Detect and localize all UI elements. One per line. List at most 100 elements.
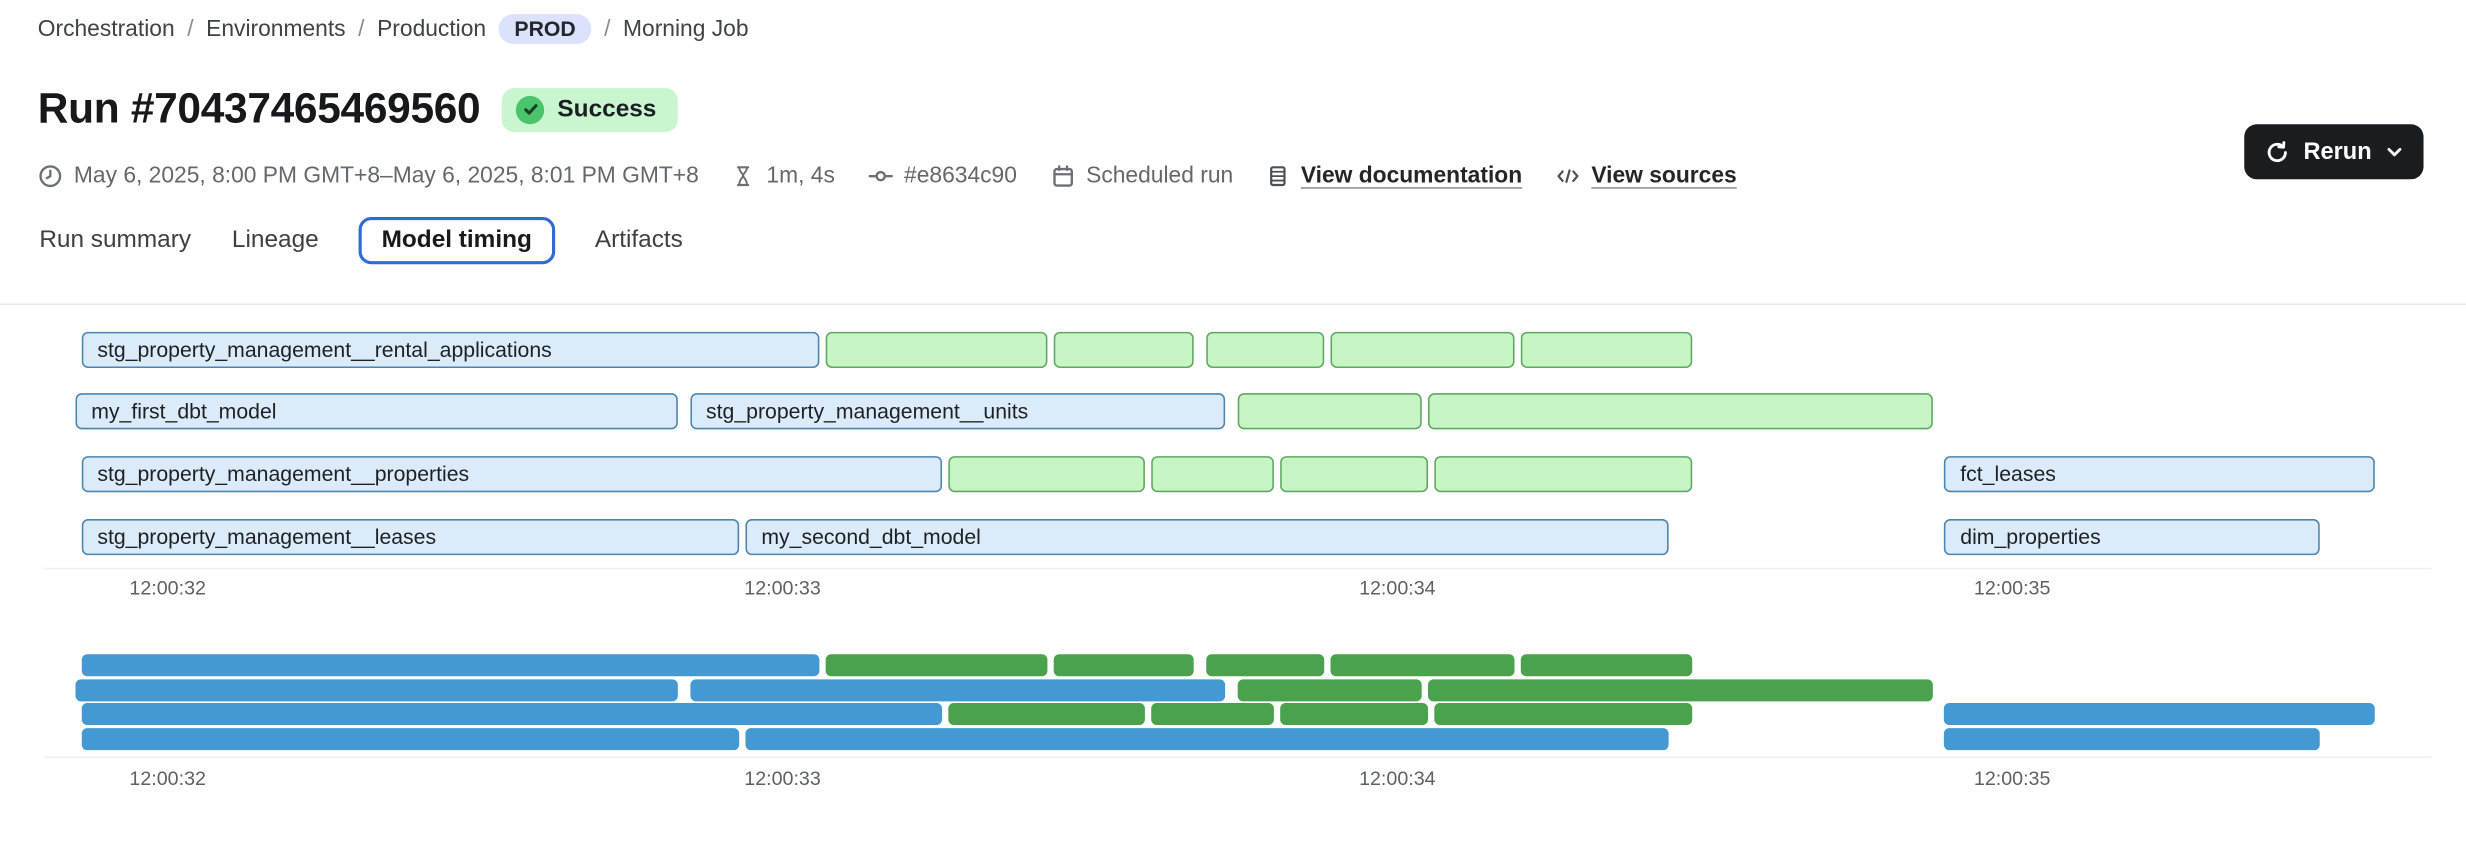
gantt-bar[interactable] — [1434, 456, 1693, 493]
gantt-bar-my_first_dbt_model[interactable]: my_first_dbt_model — [75, 393, 679, 430]
code-icon — [1557, 169, 1579, 183]
time-tick-label: 12:00:34 — [1359, 767, 1436, 790]
view-documentation[interactable]: View documentation — [1266, 164, 1522, 189]
tab-model-timing[interactable]: Model timing — [358, 217, 556, 265]
gantt-bar[interactable] — [1237, 393, 1422, 430]
document-icon — [1270, 166, 1286, 187]
gantt-bar-fct_leases[interactable]: fct_leases — [1944, 456, 2375, 493]
gantt-bar-stg_property_management__properties[interactable]: stg_property_management__properties — [81, 456, 943, 493]
breadcrumb: Orchestration / Environments / Productio… — [37, 14, 749, 45]
trigger-text: Scheduled run — [1086, 163, 1234, 189]
gantt-row: stg_property_management__leases my_second… — [75, 518, 2381, 556]
gantt-bar[interactable] — [948, 456, 1146, 493]
calendar-icon — [1052, 165, 1073, 187]
chevron-down-icon — [2387, 147, 2402, 157]
minimap-bar[interactable] — [1520, 654, 1693, 677]
run-commit: #e8634c90 — [868, 164, 1017, 189]
gantt-bar-label: stg_property_management__rental_applicat… — [97, 338, 552, 362]
gantt-minimap[interactable] — [75, 0, 2381, 843]
breadcrumb-production[interactable]: Production — [377, 16, 487, 42]
time-tick-label: 12:00:34 — [1359, 577, 1436, 600]
gantt-row: stg_property_management__rental_applicat… — [75, 331, 2381, 369]
minimap-bar[interactable] — [75, 678, 679, 701]
minimap-bar[interactable] — [948, 702, 1146, 726]
gantt-axis-divider — [44, 567, 2432, 570]
gantt-bar-label: stg_property_management__units — [706, 399, 1029, 424]
time-tick-label: 12:00:35 — [1973, 577, 2051, 600]
tabs-divider — [0, 303, 2466, 306]
run-time-range: May 6, 2025, 8:00 PM GMT+8–May 6, 2025, … — [38, 164, 699, 189]
breadcrumb-environments[interactable]: Environments — [206, 16, 346, 42]
minimap-bar[interactable] — [1434, 702, 1693, 726]
breadcrumb-orchestration[interactable]: Orchestration — [37, 16, 175, 42]
minimap-bar[interactable] — [1329, 654, 1515, 677]
minimap-row — [75, 702, 2381, 726]
refresh-icon — [2267, 140, 2287, 162]
time-tick-label: 12:00:33 — [744, 767, 821, 790]
view-sources[interactable]: View sources — [1555, 164, 1737, 189]
gantt-bar-label: my_first_dbt_model — [91, 399, 277, 424]
minimap-bar[interactable] — [825, 654, 1047, 677]
gantt-bar-dim_properties[interactable]: dim_properties — [1944, 518, 2320, 556]
minimap-bar[interactable] — [1237, 678, 1422, 701]
gantt-time-axis: 12:00:32 12:00:33 12:00:34 12:00:35 — [75, 577, 2381, 602]
gantt-row: my_first_dbt_model stg_property_managemen… — [75, 393, 2381, 430]
minimap-bar[interactable] — [745, 727, 1668, 750]
gantt-bar-label: stg_property_management__properties — [97, 462, 470, 486]
breadcrumb-separator: / — [604, 16, 611, 42]
hourglass-icon — [737, 166, 750, 187]
view-sources-link[interactable]: View sources — [1591, 163, 1737, 189]
gantt-bar-stg_property_management__rental_applications[interactable]: stg_property_management__rental_applicat… — [81, 331, 820, 369]
gantt-bar-stg_property_management__units[interactable]: stg_property_management__units — [690, 393, 1226, 430]
status-label: Success — [557, 95, 657, 122]
tab-lineage[interactable]: Lineage — [231, 226, 319, 254]
minimap-bar[interactable] — [81, 654, 820, 677]
minimap-bar[interactable] — [1206, 654, 1324, 677]
minimap-bar[interactable] — [81, 702, 943, 726]
minimap-axis-divider — [44, 756, 2432, 759]
clock-icon — [39, 165, 62, 188]
gantt-row: stg_property_management__properties fct_l… — [75, 456, 2381, 493]
gantt-bar-label: my_second_dbt_model — [761, 525, 981, 549]
minimap-bar[interactable] — [1053, 654, 1195, 677]
run-duration: 1m, 4s — [732, 164, 835, 189]
gantt-bar[interactable] — [1053, 331, 1195, 369]
minimap-row — [75, 678, 2381, 701]
minimap-bar[interactable] — [1428, 678, 1933, 701]
rerun-label: Rerun — [2303, 138, 2372, 166]
gantt-bar-label: stg_property_management__leases — [97, 525, 437, 549]
gantt-bar-stg_property_management__leases[interactable]: stg_property_management__leases — [81, 518, 740, 556]
rerun-button[interactable]: Rerun — [2243, 124, 2424, 180]
gantt-bar-my_second_dbt_model[interactable]: my_second_dbt_model — [745, 518, 1668, 556]
minimap-bar[interactable] — [81, 727, 740, 750]
minimap-bar[interactable] — [1280, 702, 1429, 726]
minimap-time-axis: 12:00:32 12:00:33 12:00:34 12:00:35 — [75, 767, 2381, 792]
commit-text: #e8634c90 — [904, 163, 1017, 189]
minimap-bar[interactable] — [1944, 727, 2320, 750]
gantt-bar[interactable] — [1520, 331, 1693, 369]
tab-run-summary[interactable]: Run summary — [39, 226, 192, 254]
breadcrumb-morning-job[interactable]: Morning Job — [623, 16, 749, 42]
duration-text: 1m, 4s — [766, 163, 835, 189]
gantt-bar[interactable] — [1206, 331, 1324, 369]
gantt-bar[interactable] — [1329, 331, 1515, 369]
run-tabs: Run summary Lineage Model timing Artifac… — [38, 217, 685, 265]
tab-artifacts[interactable]: Artifacts — [594, 226, 683, 254]
minimap-bar[interactable] — [690, 678, 1226, 701]
time-tick-label: 12:00:33 — [744, 577, 821, 600]
breadcrumb-separator: / — [187, 16, 194, 42]
commit-icon — [868, 170, 893, 182]
minimap-bar[interactable] — [1944, 702, 2375, 726]
gantt-bar[interactable] — [1151, 456, 1275, 493]
title-row: Run #70437465469560 Success — [38, 85, 679, 134]
model-timing-gantt: stg_property_management__rental_applicat… — [75, 0, 2381, 843]
view-documentation-link[interactable]: View documentation — [1300, 163, 1523, 189]
gantt-bar[interactable] — [1428, 393, 1933, 430]
run-trigger: Scheduled run — [1050, 164, 1233, 189]
minimap-bar[interactable] — [1151, 702, 1275, 726]
breadcrumb-separator: / — [358, 16, 365, 42]
gantt-bar[interactable] — [825, 331, 1047, 369]
page-title: Run #70437465469560 — [37, 84, 481, 133]
gantt-bar[interactable] — [1280, 456, 1429, 493]
